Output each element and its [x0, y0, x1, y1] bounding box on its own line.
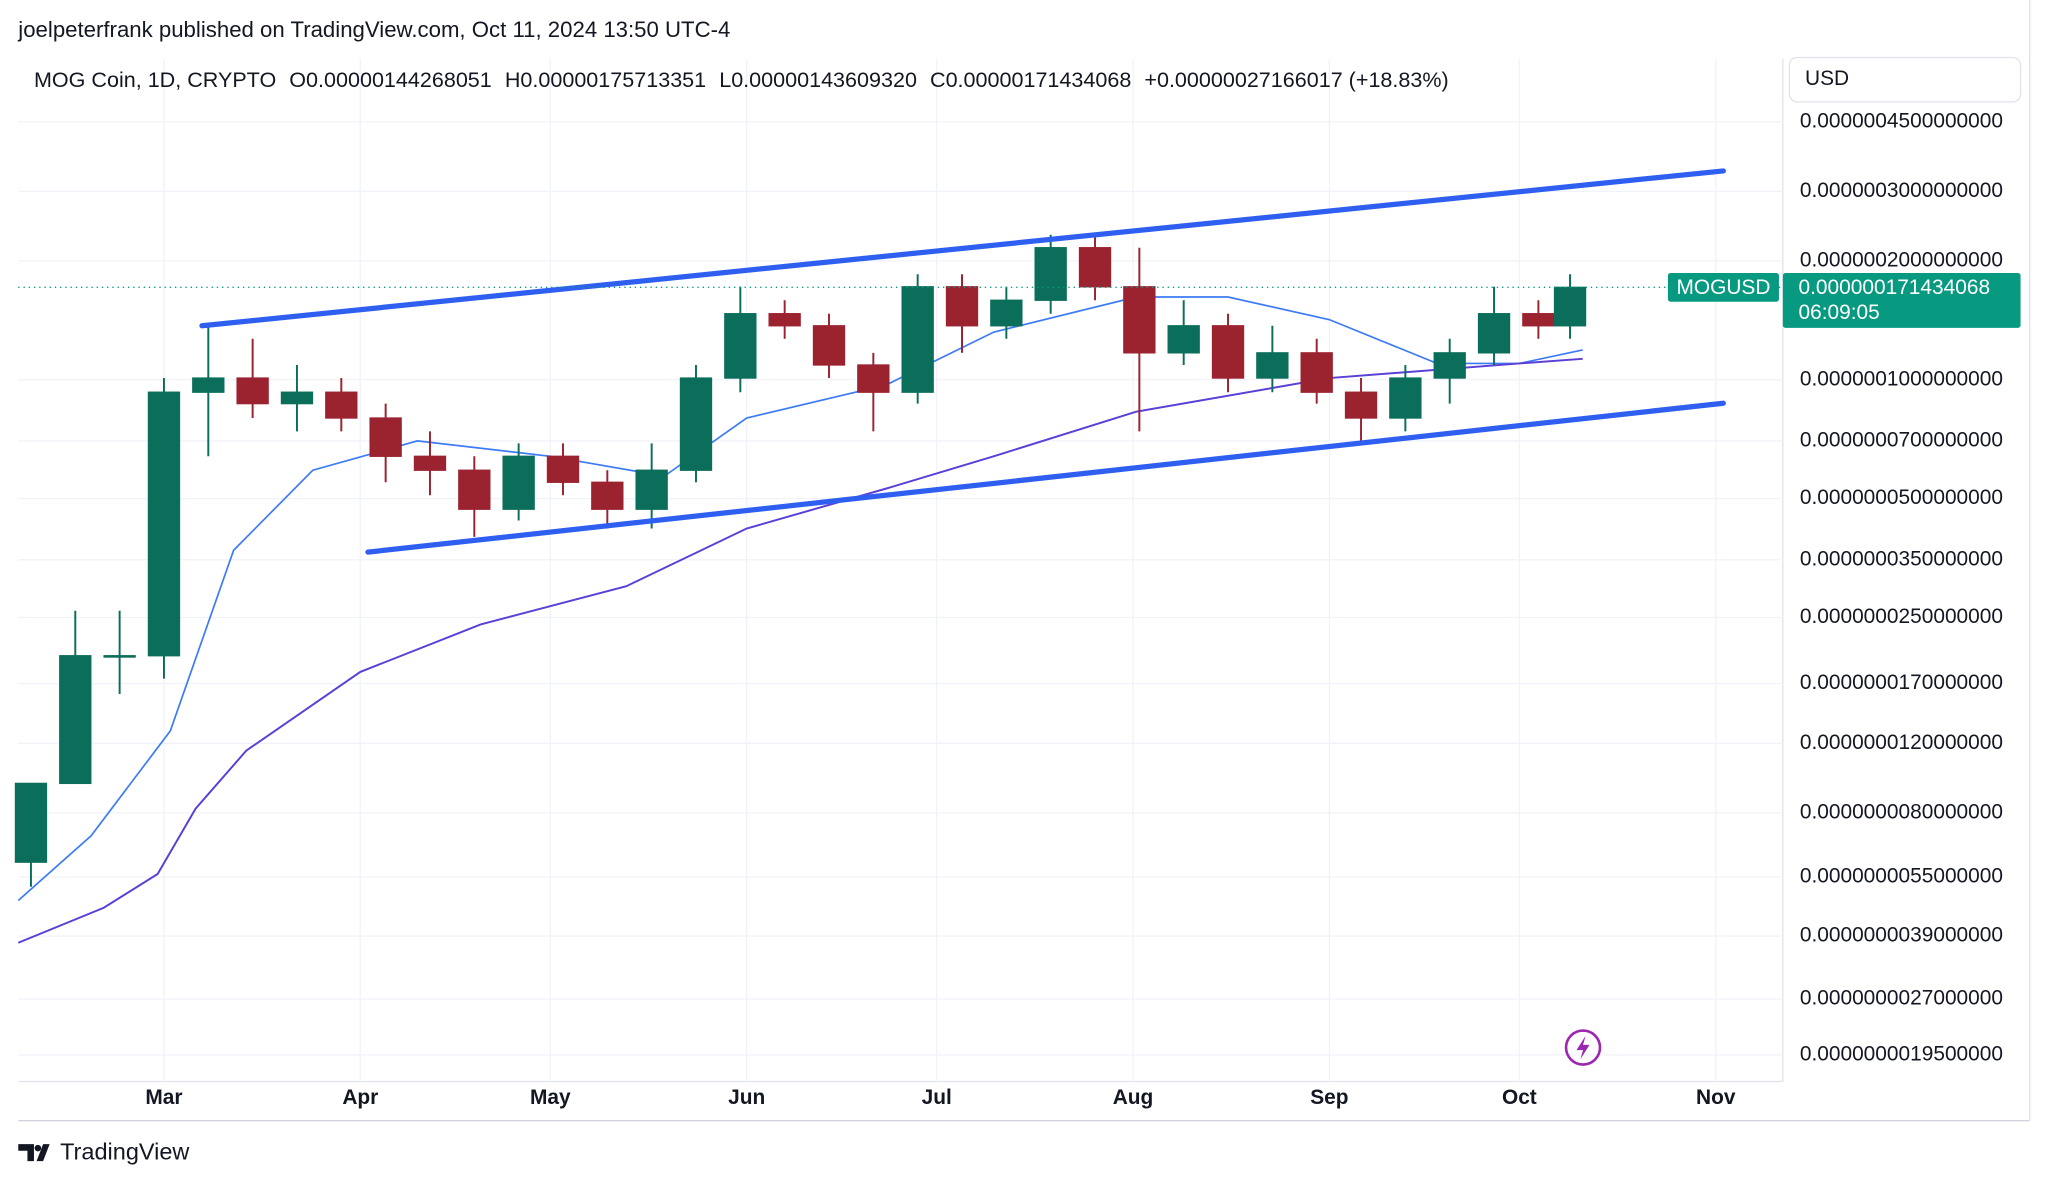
y-tick-label: 0.0000000027000000 [1800, 987, 2003, 1010]
candle-body [1300, 352, 1333, 393]
low-value: L0.00000143609320 [719, 67, 917, 92]
axes: 0.0000004500000000 0.0000003000000000 0.00… [145, 109, 2021, 1109]
trendline [365, 400, 1726, 555]
y-tick-label: 0.0000000080000000 [1800, 800, 2003, 823]
moving-average [17, 357, 1583, 944]
candle-body [502, 455, 535, 510]
candle-body [1167, 325, 1200, 354]
open-value: O0.00000144268051 [289, 67, 492, 92]
candle-body [14, 782, 48, 863]
grid [18, 58, 1783, 1082]
currency[interactable]: USD [1805, 67, 1849, 90]
symbol: MOG Coin, 1D, CRYPTO [34, 67, 276, 92]
y-tick-label: 0.0000001000000000 [1800, 367, 2003, 390]
candle-body [192, 377, 225, 393]
candle-body [1389, 377, 1422, 419]
candle-body [679, 377, 713, 471]
icon-bolt [1576, 1035, 1590, 1060]
y-tick-label: 0.0000000039000000 [1800, 924, 2003, 947]
x-tick-label: May [530, 1086, 571, 1109]
y-tick-label: 0.0000000120000000 [1800, 731, 2003, 754]
candle-body [635, 469, 668, 510]
x-tick-label: Sep [1310, 1086, 1348, 1109]
x-tick-label: Apr [342, 1086, 378, 1109]
y-tick-label: 0.0000000350000000 [1800, 547, 2003, 570]
legend: MOG Coin, 1D, CRYPTO O0.00000144268051 H0.… [34, 67, 1449, 92]
candle-body [325, 391, 358, 419]
x-tick-label: Aug [1113, 1086, 1154, 1109]
lightning-icon[interactable] [1564, 1029, 1602, 1066]
y-tick-label: 0.0000000700000000 [1800, 428, 2003, 451]
candle-body [1553, 286, 1587, 327]
candle-body [1477, 313, 1511, 354]
candle-body [901, 286, 934, 393]
y-tick-label: 0.0000002000000000 [1800, 248, 2003, 271]
candle-body [990, 299, 1023, 327]
y-tick-label: 0.0000000500000000 [1800, 486, 2003, 509]
candle-body [768, 313, 801, 327]
y-tick-label: 0.0000003000000000 [1800, 179, 2003, 202]
plot [14, 168, 1783, 944]
x-tick-label: Oct [1502, 1086, 1537, 1109]
footer-logo [18, 1144, 50, 1162]
candle-body [280, 391, 314, 405]
candle-body [857, 364, 890, 393]
y-tick-label: 0.0000000019500000 [1800, 1042, 2003, 1065]
icon-ring [1564, 1029, 1602, 1066]
change-value: +0.00000027166017 (+18.83%) [1144, 67, 1448, 92]
high-value: H0.00000175713351 [505, 67, 706, 92]
candle-body [1344, 391, 1378, 419]
candle-body [1433, 352, 1466, 379]
y-tick-label: 0.0000000170000000 [1800, 671, 2003, 694]
candle-body [812, 325, 846, 366]
candle-body [1078, 247, 1112, 288]
y-tick-label: 0.0000004500000000 [1800, 109, 2003, 132]
logo-mark [18, 1144, 50, 1162]
x-tick-label: Nov [1696, 1086, 1736, 1109]
x-tick-label: Jul [922, 1086, 952, 1109]
candle-body [546, 455, 580, 483]
footer-brand: TradingView [60, 1139, 190, 1165]
x-tick-label: Mar [145, 1086, 182, 1109]
y-tick-label: 0.0000000055000000 [1800, 865, 2003, 888]
candle-body [1034, 247, 1067, 301]
candle-body [945, 286, 979, 327]
moving-average [17, 296, 1583, 902]
candle-body [1522, 313, 1555, 327]
candle-body [147, 391, 181, 657]
candle-body [1123, 286, 1156, 354]
countdown: 06:09:05 [1799, 301, 1880, 324]
candle-body [1256, 352, 1289, 379]
currency-button[interactable] [1788, 56, 2022, 103]
trendline [199, 168, 1726, 329]
candle-body [59, 655, 92, 785]
price-tag [1782, 272, 2021, 328]
candle-body [591, 481, 624, 510]
candle-body [369, 417, 402, 457]
close-value: C0.00000171434068 [930, 67, 1131, 92]
price-tag-label: 0.000000171434068 [1799, 276, 1991, 299]
ticker-label: MOGUSD [1676, 276, 1770, 299]
y-tick-label: 0.0000000250000000 [1800, 605, 2003, 628]
publisher: joelpeterfrank published on TradingView.… [17, 17, 730, 42]
x-tick-label: Jun [728, 1086, 765, 1109]
candle-body [236, 377, 269, 405]
candle-body [724, 313, 757, 379]
candle-body [413, 455, 447, 471]
ticker-tag [1667, 272, 1779, 302]
candle-body [1211, 325, 1245, 379]
candle-body [103, 655, 136, 658]
logo-dot [34, 1144, 42, 1152]
candle-body [458, 469, 491, 510]
